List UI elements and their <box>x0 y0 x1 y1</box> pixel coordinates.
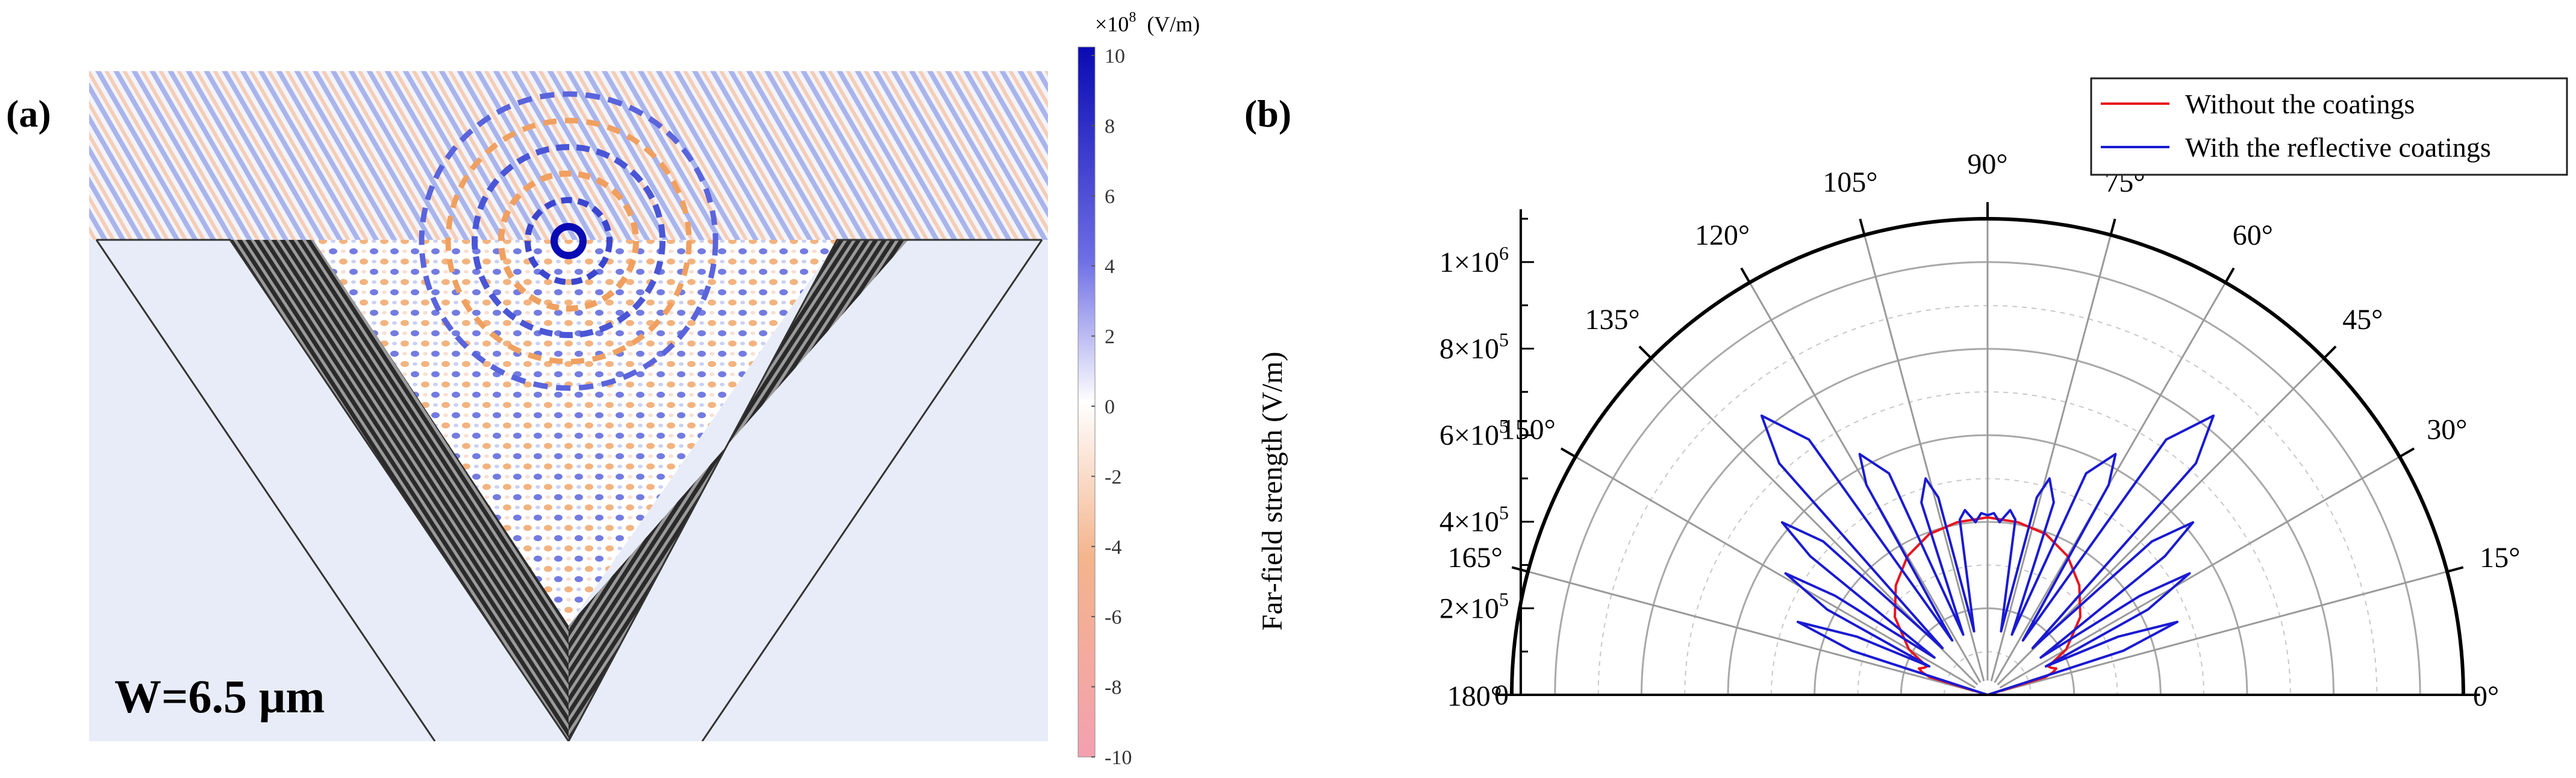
polar-chart: 0°15°30°45°60°75°90°105°120°135°150°165°… <box>1256 148 2520 712</box>
right-outline <box>567 239 1042 741</box>
radial-tick-label: 0 <box>1494 679 1509 711</box>
series-point <box>1951 640 1953 641</box>
panel-b-label: (b) <box>1244 92 1291 135</box>
polar-axes: 0°15°30°45°60°75°90°105°120°135°150°165°… <box>1439 148 2520 712</box>
width-annotation: W=6.5 µm <box>114 670 325 723</box>
field-map <box>89 71 1048 741</box>
angle-tick-label: 0° <box>2473 680 2499 712</box>
radial-tick-label: 8×105 <box>1439 329 1509 365</box>
angle-tick <box>1740 267 1751 283</box>
source-rings <box>419 91 719 391</box>
angle-tick <box>1859 218 1866 236</box>
angle-tick-label: 105° <box>1823 166 1877 198</box>
colorbar-ticks: 10 8 6 4 2 0 -2 -4 -6 -8 -10 <box>1091 45 1132 769</box>
left-outer-edge <box>95 239 436 741</box>
series-point <box>1959 519 1960 520</box>
series-point <box>1894 616 1895 618</box>
polar-grid <box>1527 219 2448 695</box>
colorbar-tick-label: -6 <box>1105 606 1121 629</box>
angle-tick <box>2224 267 2235 283</box>
angle-tick-label: 45° <box>2342 304 2383 336</box>
colorbar-tick-label: 0 <box>1105 396 1115 418</box>
series-point <box>2139 595 2141 597</box>
polar-series <box>1760 414 2215 696</box>
series-point <box>1895 585 1897 586</box>
angle-tick-label: 60° <box>2233 219 2273 251</box>
angle-tick <box>1560 447 1576 458</box>
right-outer-edge <box>701 239 1043 741</box>
angle-tick-label: 30° <box>2427 414 2467 446</box>
series-point <box>2189 573 2191 574</box>
series-point <box>1921 502 1922 503</box>
panel-a-label: (a) <box>6 92 51 135</box>
series-point <box>2022 640 2024 641</box>
series-point <box>2151 541 2153 542</box>
left-outline <box>96 239 570 741</box>
colorbar-tick-label: 2 <box>1105 326 1115 348</box>
legend-box <box>2090 77 2568 176</box>
series-point <box>2053 502 2054 503</box>
angle-tick-label: 120° <box>1695 219 1750 251</box>
series-point <box>2036 497 2038 498</box>
series-point <box>1987 516 1988 518</box>
colorbar-tick-label: -4 <box>1105 536 1121 559</box>
angle-tick-label: 15° <box>2480 542 2520 574</box>
angle-spoke <box>1863 234 1985 682</box>
series-point <box>2177 621 2178 623</box>
angle-tick-label: 165° <box>1448 542 1503 574</box>
angle-tick <box>2399 447 2415 458</box>
radial-tick-label: 1×106 <box>1439 242 1509 278</box>
series-point <box>1785 573 1786 574</box>
series-point <box>2015 519 2016 520</box>
radial-tick-label: 2×105 <box>1439 588 1509 624</box>
series-point <box>2079 585 2080 586</box>
colorbar-tick-label: -10 <box>1105 747 1132 769</box>
series-point <box>1851 650 1853 651</box>
colorbar-bar <box>1077 46 1096 758</box>
angle-tick-label: 180° <box>1447 680 1502 712</box>
angle-tick <box>2447 566 2464 573</box>
colorbar-tick-label: 10 <box>1105 45 1125 67</box>
series-point <box>1938 497 1939 498</box>
field-top-band <box>89 71 1048 241</box>
angle-spoke <box>2001 571 2448 692</box>
colorbar-unit: ×108 (V/m) <box>1095 10 1200 36</box>
series-point <box>2213 415 2214 416</box>
series-point <box>1934 657 1935 658</box>
colorbar-tick-label: 4 <box>1105 256 1115 278</box>
series-point <box>1761 415 1762 416</box>
angle-spoke <box>1527 571 1974 692</box>
colorbar-tick-label: 6 <box>1105 186 1115 208</box>
colorbar-tick-label: -8 <box>1105 677 1121 699</box>
y-axis-label: Far-field strength (V/m) <box>1256 352 1288 631</box>
series-point <box>2122 650 2124 651</box>
angle-tick <box>2109 218 2116 236</box>
right-substrate <box>702 240 1048 741</box>
series-point <box>2045 533 2047 535</box>
angle-tick <box>2323 345 2337 359</box>
left-substrate <box>89 240 435 741</box>
angle-tick <box>1638 345 1652 359</box>
legend: Without the coatings With the reflective… <box>2090 77 2568 176</box>
angle-tick-label: 135° <box>1585 304 1639 336</box>
angle-spoke <box>1990 234 2112 682</box>
colorbar-tick-label: -2 <box>1105 466 1121 488</box>
series-point <box>1929 666 1930 667</box>
legend-label-without: Without the coatings <box>2185 89 2415 119</box>
series-point <box>2045 666 2047 667</box>
angle-tick-label: 90° <box>1967 148 2007 180</box>
colorbar-tick-label: 8 <box>1105 115 1115 137</box>
colorbar: ×108 (V/m) 10 8 6 4 2 0 -2 -4 -6 -8 -10 <box>1077 10 1200 769</box>
series-point <box>1918 668 1920 669</box>
radial-tick-label: 4×105 <box>1439 502 1509 538</box>
field-v-region <box>229 240 838 626</box>
radial-tick-label: 6×105 <box>1439 415 1509 451</box>
legend-label-with: With the reflective coatings <box>2185 132 2491 163</box>
series-point <box>1797 621 1798 623</box>
angle-tick-label: 150° <box>1501 414 1556 446</box>
